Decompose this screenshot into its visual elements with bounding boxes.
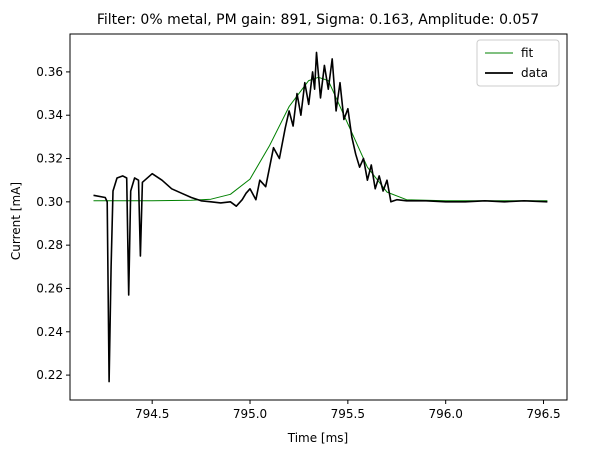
- x-axis-label: Time [ms]: [287, 431, 349, 445]
- y-tick-label: 0.22: [36, 368, 63, 382]
- y-axis-label: Current [mA]: [9, 182, 23, 260]
- x-tick-label: 795.5: [331, 407, 365, 421]
- chart-title: Filter: 0% metal, PM gain: 891, Sigma: 0…: [97, 12, 539, 28]
- x-tick-label: 796.5: [526, 407, 560, 421]
- x-tick-label: 796.0: [429, 407, 463, 421]
- y-tick-label: 0.26: [36, 281, 63, 295]
- y-tick-label: 0.32: [36, 152, 63, 166]
- legend-label-fit: fit: [521, 46, 534, 60]
- x-tick-label: 795.0: [233, 407, 267, 421]
- y-tick-label: 0.30: [36, 195, 63, 209]
- y-tick-label: 0.28: [36, 238, 63, 252]
- y-tick-label: 0.24: [36, 325, 63, 339]
- legend-label-data: data: [521, 66, 548, 80]
- y-tick-label: 0.36: [36, 65, 63, 79]
- y-tick-label: 0.34: [36, 108, 63, 122]
- x-tick-label: 794.5: [135, 407, 169, 421]
- legend: fit data: [477, 40, 559, 86]
